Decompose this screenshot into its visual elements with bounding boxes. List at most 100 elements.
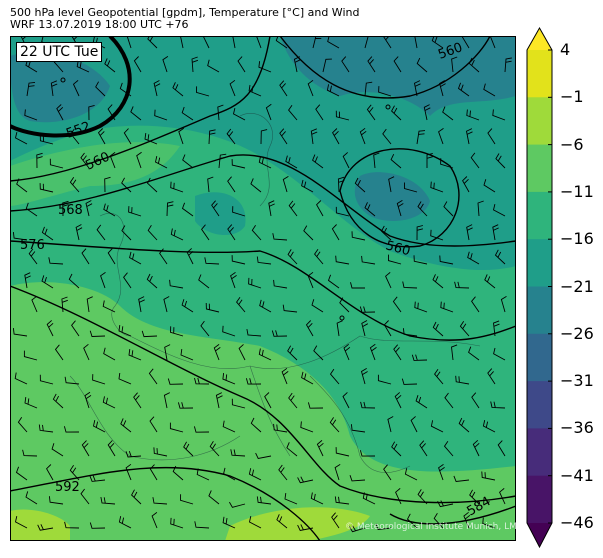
wind-barb (279, 80, 288, 97)
wind-barb (118, 372, 132, 385)
wind-barb (438, 128, 444, 145)
wind-barb (166, 201, 174, 217)
wind-barb (227, 176, 236, 193)
wind-barb (417, 201, 428, 217)
wind-barb (329, 368, 340, 385)
wind-barb (125, 450, 142, 458)
wind-barb (334, 464, 341, 481)
wind-barb (96, 224, 106, 241)
wind-barb (232, 36, 236, 49)
wind-barb (394, 392, 402, 409)
wind-barb (205, 302, 220, 313)
wind-barb (107, 248, 116, 265)
wind-barb (286, 442, 298, 457)
wind-barb (482, 517, 496, 529)
wind-barb (258, 156, 272, 169)
wind-barb (354, 177, 366, 193)
wind-barb (70, 128, 80, 145)
wind-barb (284, 493, 298, 505)
wind-barb (46, 464, 54, 481)
wind-barb (383, 464, 392, 481)
wind-barb (432, 274, 444, 289)
wind-barb (61, 296, 68, 313)
wind-barb (86, 296, 93, 313)
wind-barb (415, 395, 428, 409)
wind-barb (495, 153, 506, 169)
wind-barb (432, 321, 444, 337)
wind-barb (69, 465, 80, 481)
wind-barb (392, 296, 402, 313)
wind-barb (198, 274, 210, 289)
wind-barb (342, 392, 350, 409)
wind-barb (223, 467, 236, 481)
wind-barb (131, 489, 142, 505)
wind-barb (17, 416, 28, 433)
wind-barb (118, 325, 132, 337)
wind-barb (423, 104, 431, 121)
wind-barb (360, 401, 376, 409)
wind-barb (440, 158, 454, 169)
wind-barb (457, 82, 470, 97)
wind-barb (248, 277, 262, 289)
wind-barb (364, 202, 376, 217)
wind-barb (401, 378, 418, 385)
wind-barb (391, 105, 402, 121)
wind-barb (170, 326, 184, 337)
colorbar-band (527, 333, 552, 382)
wind-barb (385, 272, 392, 289)
wind-barb (121, 177, 132, 193)
wind-barb (497, 440, 506, 457)
wind-barb (144, 133, 158, 145)
wind-barb (393, 344, 402, 361)
colorbar-tick-label: −6 (560, 134, 584, 154)
wind-barb (85, 200, 93, 217)
wind-barb (222, 420, 236, 433)
wind-barb (287, 249, 298, 265)
wind-barb (181, 299, 194, 313)
colorbar-band (527, 50, 552, 98)
wind-barb (248, 84, 262, 97)
wind-barb (180, 349, 194, 361)
wind-barb (24, 272, 31, 289)
colorbar-band (527, 239, 552, 287)
wind-barb (229, 79, 236, 97)
wind-barb (196, 86, 210, 97)
wind-barb (335, 255, 350, 265)
wind-barb (373, 152, 380, 169)
wind-barb (367, 56, 376, 73)
wind-barb (180, 494, 194, 505)
colorbar-tick-label: −1 (560, 87, 584, 107)
wind-barb (231, 398, 246, 409)
wind-barb (402, 281, 418, 289)
wind-barb (453, 475, 470, 482)
wind-barb (416, 57, 428, 73)
wind-barb (264, 392, 272, 409)
wind-barb (153, 80, 161, 97)
wind-barb (481, 471, 496, 481)
contour-label: 560 (384, 238, 412, 259)
wind-barb (178, 127, 185, 145)
wind-barb (207, 176, 214, 193)
wind-barb (282, 304, 298, 313)
low-center-marker (385, 104, 391, 110)
wind-barb (211, 200, 220, 217)
wind-barb (162, 56, 169, 73)
wind-barb (413, 80, 421, 97)
wind-barb (437, 500, 454, 508)
wind-barb (350, 424, 366, 433)
wind-barb (288, 104, 298, 121)
colorbar-tick-label: −36 (560, 418, 594, 438)
wind-barb (430, 420, 444, 433)
wind-barb (316, 200, 324, 217)
colorbar-tick-label: −31 (560, 371, 594, 391)
wind-barb (364, 36, 369, 49)
wind-barb (404, 468, 418, 481)
wind-barb (362, 492, 376, 505)
wind-barb (250, 178, 262, 193)
wind-barb (146, 273, 158, 289)
wind-barb (383, 320, 392, 337)
wind-barb (255, 452, 272, 460)
wind-barb (84, 391, 92, 409)
wind-barb (193, 426, 210, 433)
wind-barb (312, 154, 324, 169)
